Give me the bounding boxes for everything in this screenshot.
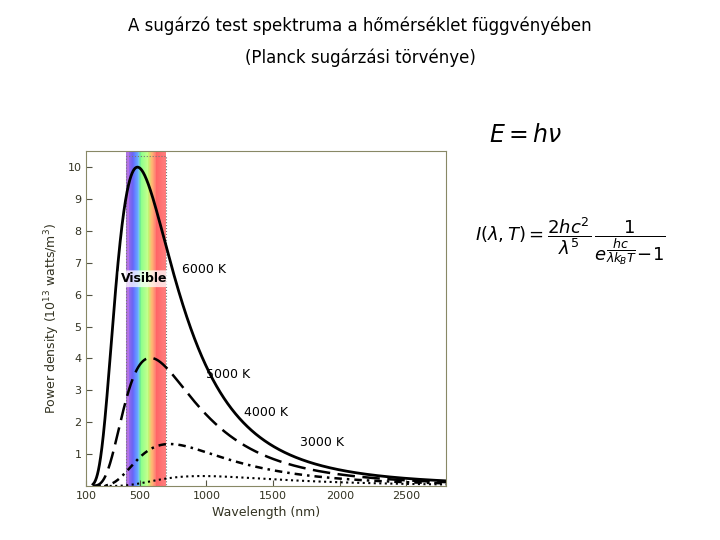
Text: $I(\lambda,T){=}\dfrac{2hc^2}{\lambda^5}\,\dfrac{1}{e^{\dfrac{hc}{\lambda k_{\!B: $I(\lambda,T){=}\dfrac{2hc^2}{\lambda^5}… xyxy=(475,216,666,267)
Text: 3000 K: 3000 K xyxy=(300,436,343,449)
Text: Visible: Visible xyxy=(120,272,167,285)
Y-axis label: Power density (10$^{13}$ watts/m$^3$): Power density (10$^{13}$ watts/m$^3$) xyxy=(42,223,62,414)
Text: A sugárzó test spektruma a hőmérséklet függvényében: A sugárzó test spektruma a hőmérséklet f… xyxy=(128,16,592,35)
Text: 6000 K: 6000 K xyxy=(182,262,226,276)
Text: 5000 K: 5000 K xyxy=(207,368,251,381)
Text: (Planck sugárzási törvénye): (Planck sugárzási törvénye) xyxy=(245,49,475,67)
Text: 4000 K: 4000 K xyxy=(244,406,288,419)
X-axis label: Wavelength (nm): Wavelength (nm) xyxy=(212,507,320,519)
Text: $E = h\nu$: $E = h\nu$ xyxy=(489,124,562,147)
Bar xyxy=(127,156,166,486)
